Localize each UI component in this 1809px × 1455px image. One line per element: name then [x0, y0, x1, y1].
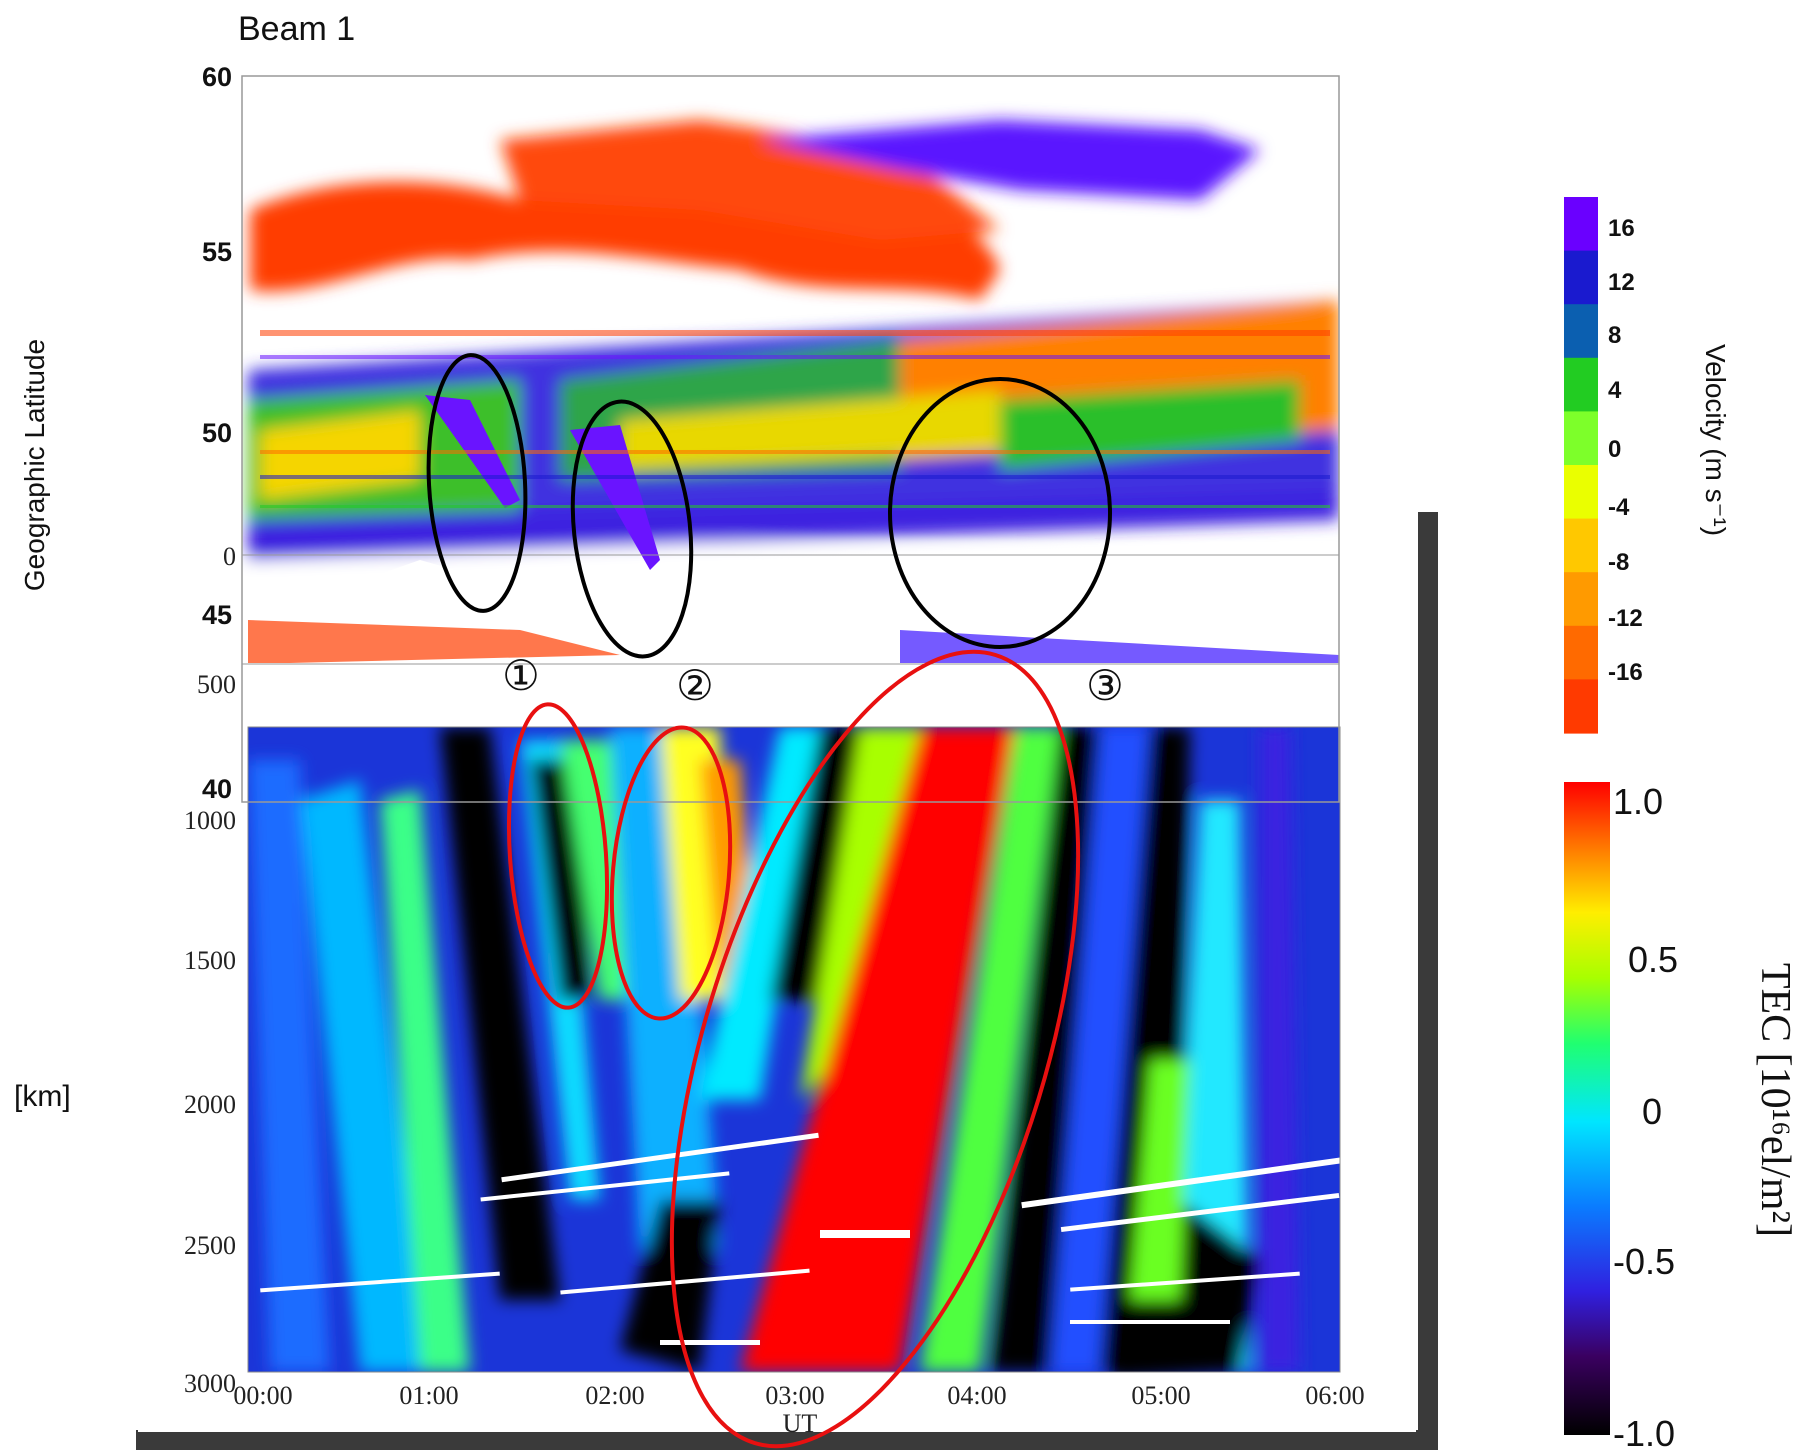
red-ellipse-3 — [669, 649, 1081, 1449]
panel-shadow-bottom — [136, 1430, 1438, 1450]
tec-xtick: 02:00 — [585, 1381, 644, 1410]
tec-ytick: 1500 — [184, 946, 236, 975]
velocity-tick: -12 — [1608, 605, 1643, 632]
lat-ytick: 55 — [202, 237, 232, 267]
velocity-colorbar-segment — [1564, 518, 1598, 573]
velocity-colorbar-segment — [1564, 197, 1598, 252]
velocity-tick: -4 — [1608, 494, 1630, 521]
tec-colorbar-label: TEC [10¹⁶el/m²] — [1752, 963, 1798, 1237]
red-ellipse-1 — [506, 702, 610, 1010]
velocity-tick: -8 — [1608, 549, 1629, 576]
tec-colorbar-tick: 0.5 — [1628, 939, 1678, 980]
velocity-panel: Beam 1 60 55 50 45 40 0 500 Geographic L… — [19, 10, 1340, 804]
velocity-colorbar-segment — [1564, 304, 1598, 359]
tec-ytick: 500 — [197, 670, 236, 699]
annotations — [426, 353, 1112, 1449]
velocity-colorbar-segment — [1564, 465, 1598, 520]
velocity-colorbar-segment — [1564, 625, 1598, 680]
tec-ytick: 3000 — [184, 1369, 236, 1398]
tec-xtick: 05:00 — [1131, 1381, 1190, 1410]
tec-ytick: 1000 — [184, 806, 236, 835]
lat-ytick: 45 — [202, 600, 232, 630]
tec-xtick: 01:00 — [399, 1381, 458, 1410]
velocity-colorbar-segment — [1564, 572, 1598, 627]
latitude-axis-label: Geographic Latitude — [19, 339, 50, 591]
lat-ytick: 40 — [202, 774, 232, 804]
beam-title: Beam 1 — [238, 10, 355, 48]
km-axis-label: [km] — [14, 1080, 71, 1113]
velocity-tick: 12 — [1608, 269, 1635, 296]
tec-xtick: 04:00 — [947, 1381, 1006, 1410]
marker-2: ② — [676, 661, 714, 710]
tec-panel: 1000 1500 2000 2500 3000 00:00 01:00 02:… — [138, 490, 1416, 1438]
black-ellipse-2 — [570, 399, 694, 659]
lat-ytick: 50 — [202, 418, 232, 448]
tec-xtick: 00:00 — [233, 1381, 292, 1410]
tec-xtick: 06:00 — [1305, 1381, 1364, 1410]
tec-ytick: 2500 — [184, 1231, 236, 1260]
velocity-colorbar: 16 12 8 4 0 -4 -8 -12 -16 Velocity (m s⁻… — [1564, 197, 1731, 734]
tec-colorbar-tick: -1.0 — [1613, 1413, 1675, 1454]
tec-colorbar: 1.0 0.5 0 -0.5 -1.0 TEC [10¹⁶el/m²] — [1564, 781, 1798, 1454]
velocity-colorbar-segment — [1564, 357, 1598, 412]
velocity-tick: 0 — [1608, 436, 1621, 463]
marker-1: ① — [502, 651, 540, 700]
velocity-colorbar-segment — [1564, 250, 1598, 305]
velocity-heatmap — [242, 76, 1339, 664]
tec-xtick: 03:00 — [765, 1381, 824, 1410]
red-ellipse-2 — [609, 725, 733, 1021]
velocity-colorbar-segment — [1564, 679, 1598, 734]
tec-xlabel: UT — [783, 1409, 818, 1438]
velocity-colorbar-label: Velocity (m s⁻¹) — [1700, 344, 1731, 536]
overlap-tick-zero: 0 — [223, 542, 236, 571]
marker-3: ③ — [1086, 661, 1124, 710]
velocity-tick: 4 — [1608, 377, 1622, 404]
velocity-tick: 8 — [1608, 322, 1621, 349]
black-ellipse-3 — [888, 377, 1112, 649]
velocity-tick: -16 — [1608, 659, 1643, 686]
tec-colorbar-tick: -0.5 — [1613, 1241, 1675, 1282]
tec-colorbar-tick: 0 — [1642, 1091, 1662, 1132]
black-ellipse-1 — [426, 353, 528, 613]
tec-heatmap — [248, 727, 1340, 1372]
tec-ytick: 2000 — [184, 1090, 236, 1119]
tec-colorbar-gradient — [1564, 782, 1610, 1435]
velocity-colorbar-segment — [1564, 411, 1598, 466]
panel-shadow-right — [1418, 512, 1438, 1450]
velocity-tick: 16 — [1608, 215, 1635, 242]
tec-colorbar-tick: 1.0 — [1613, 781, 1663, 822]
lat-ytick: 60 — [202, 62, 232, 92]
